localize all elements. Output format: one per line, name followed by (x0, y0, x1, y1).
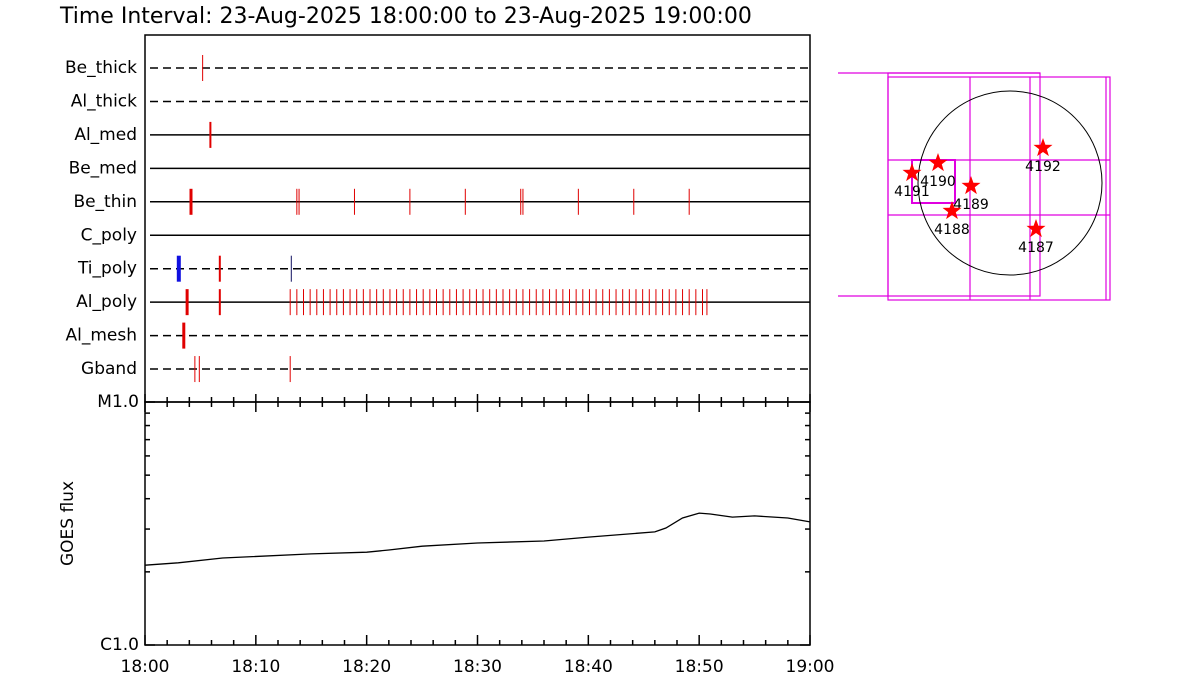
active-region (942, 201, 962, 220)
x-tick-label: 18:50 (675, 657, 724, 677)
title: Time Interval: 23-Aug-2025 18:00:00 to 2… (59, 4, 752, 29)
x-tick-label: 18:40 (564, 657, 613, 677)
filter-label: Al_med (74, 125, 137, 145)
active-region (1033, 138, 1053, 157)
filter-label: Be_thick (65, 58, 137, 78)
x-tick-label: 19:00 (786, 657, 835, 677)
solar-disk (917, 90, 1103, 276)
filter-label: Gband (81, 359, 137, 379)
filter-label: C_poly (81, 225, 137, 245)
y-tick-label: M1.0 (97, 392, 139, 412)
filter-label: Ti_poly (77, 259, 137, 279)
filter-label: Be_thin (73, 192, 137, 212)
filter-label: Al_mesh (65, 326, 137, 346)
active-region (1026, 219, 1046, 238)
x-tick-label: 18:20 (342, 657, 391, 677)
region-label: 4192 (1025, 159, 1061, 175)
filter-label: Al_thick (71, 91, 137, 111)
y-axis-label: GOES flux (58, 481, 78, 566)
filter-label: Al_poly (76, 292, 137, 312)
region-label: 4189 (953, 197, 989, 213)
y-tick-label: C1.0 (100, 635, 139, 655)
fov-boxes (838, 72, 1111, 301)
region-label: 4191 (894, 184, 930, 200)
x-tick-label: 18:30 (453, 657, 502, 677)
active-region (928, 153, 948, 172)
goes-curve (144, 512, 811, 566)
region-label: 4190 (920, 174, 956, 190)
active-region (961, 176, 981, 195)
filter-label: Be_med (69, 158, 137, 178)
active-region (902, 163, 922, 182)
x-tick-label: 18:10 (231, 657, 280, 677)
x-tick-label: 18:00 (121, 657, 170, 677)
region-label: 4187 (1018, 240, 1054, 256)
region-label: 4188 (934, 222, 970, 238)
